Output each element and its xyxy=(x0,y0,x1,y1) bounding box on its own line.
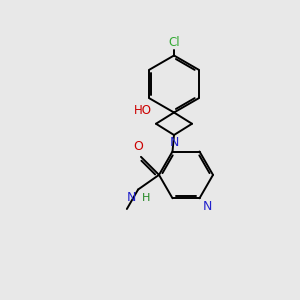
Text: N: N xyxy=(169,136,179,149)
Text: N: N xyxy=(127,191,136,204)
Text: H: H xyxy=(142,193,150,202)
Text: N: N xyxy=(202,200,212,213)
Text: Cl: Cl xyxy=(168,36,180,49)
Text: O: O xyxy=(134,140,143,153)
Text: HO: HO xyxy=(134,104,152,118)
